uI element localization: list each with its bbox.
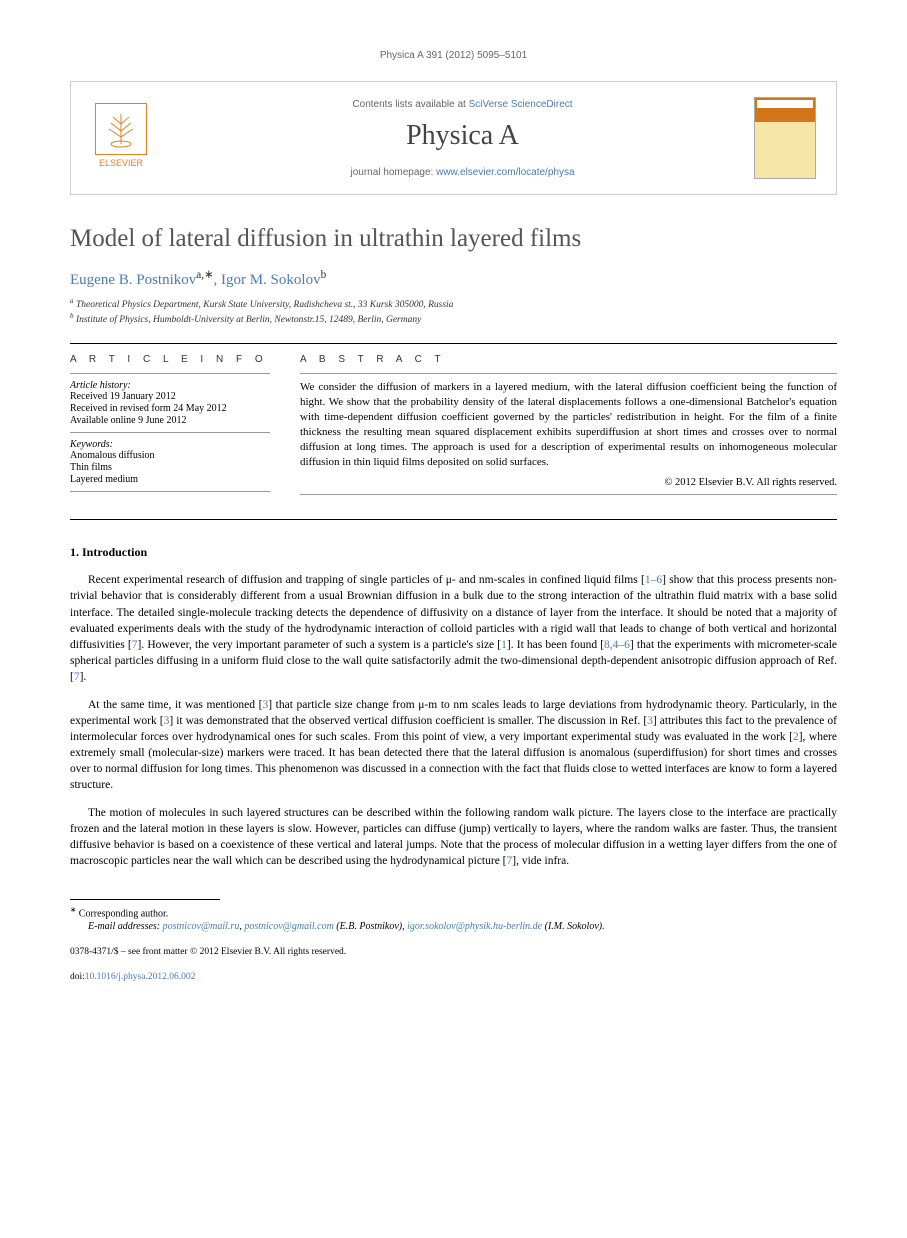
info-divider [70, 373, 270, 374]
email-link-2[interactable]: postnicov@gmail.com [244, 921, 333, 932]
online-date: Available online 9 June 2012 [70, 415, 270, 426]
elsevier-logo: ELSEVIER [91, 103, 151, 173]
email-author-2: (I.M. Sokolov). [542, 921, 604, 932]
footer-divider [70, 899, 220, 900]
emails-line: E-mail addresses: postnicov@mail.ru, pos… [70, 921, 837, 932]
corresponding-author: ∗ Corresponding author. [70, 905, 837, 919]
affiliation-1: a Theoretical Physics Department, Kursk … [70, 297, 837, 310]
journal-cover-thumbnail [754, 97, 816, 179]
article-title: Model of lateral diffusion in ultrathin … [70, 225, 837, 253]
email-author-1: (E.B. Postnikov), [334, 921, 407, 932]
author-2-sup: b [321, 269, 327, 281]
email-link-3[interactable]: igor.sokolov@physik.hu-berlin.de [407, 921, 542, 932]
author-link-1[interactable]: Eugene B. Postnikov [70, 272, 196, 288]
intro-para-1: Recent experimental research of diffusio… [70, 572, 837, 685]
affiliation-2: b Institute of Physics, Humboldt-Univers… [70, 312, 837, 325]
ref-link-8-4-6[interactable]: 8,4–6 [604, 639, 630, 651]
p3-a: The motion of molecules in such layered … [70, 807, 837, 867]
sciencedirect-link[interactable]: SciVerse ScienceDirect [469, 99, 573, 110]
doi-label: doi: [70, 972, 85, 982]
affil-text-1: Theoretical Physics Department, Kursk St… [76, 300, 454, 310]
p3-b: ], vide infra. [512, 855, 569, 867]
abstract-block: A B S T R A C T We consider the diffusio… [300, 354, 837, 501]
authors: Eugene B. Postnikova,∗, Igor M. Sokolovb [70, 268, 837, 289]
keywords-label: Keywords: [70, 439, 270, 450]
keyword-3: Layered medium [70, 474, 270, 485]
keyword-2: Thin films [70, 462, 270, 473]
info-divider-2 [70, 432, 270, 433]
contents-text: Contents lists available at [352, 99, 468, 110]
email-label: E-mail addresses: [88, 921, 163, 932]
received-date: Received 19 January 2012 [70, 391, 270, 402]
journal-banner: ELSEVIER Contents lists available at Sci… [70, 81, 837, 195]
p2-c: ] it was demonstrated that the observed … [169, 715, 647, 727]
affil-sup-2: b [70, 312, 74, 320]
email-link-1[interactable]: postnicov@mail.ru [163, 921, 240, 932]
abstract-text: We consider the diffusion of markers in … [300, 380, 837, 469]
header-citation: Physica A 391 (2012) 5095–5101 [70, 50, 837, 61]
history-label: Article history: [70, 380, 270, 391]
intro-para-3: The motion of molecules in such layered … [70, 805, 837, 869]
elsevier-text: ELSEVIER [99, 158, 143, 168]
abstract-divider [300, 373, 837, 374]
divider [70, 343, 837, 344]
homepage-link[interactable]: www.elsevier.com/locate/physa [436, 167, 574, 178]
affil-sup-1: a [70, 297, 74, 305]
homepage-text: journal homepage: [350, 167, 436, 178]
p1-d: ]. It has been found [ [507, 639, 604, 651]
p1-c: ]. However, the very important parameter… [137, 639, 501, 651]
revised-date: Received in revised form 24 May 2012 [70, 403, 270, 414]
keyword-1: Anomalous diffusion [70, 450, 270, 461]
article-info-block: A R T I C L E I N F O Article history: R… [70, 354, 270, 501]
info-divider-3 [70, 491, 270, 492]
affil-text-2: Institute of Physics, Humboldt-Universit… [76, 315, 421, 325]
homepage-line: journal homepage: www.elsevier.com/locat… [171, 167, 754, 178]
issn-line: 0378-4371/$ – see front matter © 2012 El… [70, 947, 837, 957]
divider-2 [70, 519, 837, 520]
elsevier-tree-icon [95, 103, 147, 155]
article-info-header: A R T I C L E I N F O [70, 354, 270, 365]
author-link-2[interactable]: , Igor M. Sokolov [213, 272, 320, 288]
abstract-divider-2 [300, 494, 837, 495]
p1-f: ]. [80, 671, 87, 683]
corresponding-text: Corresponding author. [79, 908, 168, 919]
ref-link-1-6[interactable]: 1–6 [645, 574, 662, 586]
copyright-line: © 2012 Elsevier B.V. All rights reserved… [300, 477, 837, 488]
p2-a: At the same time, it was mentioned [ [88, 699, 262, 711]
p1-a: Recent experimental research of diffusio… [88, 574, 645, 586]
contents-line: Contents lists available at SciVerse Sci… [171, 99, 754, 110]
author-1-sup: a,∗ [196, 269, 213, 281]
doi-link[interactable]: 10.1016/j.physa.2012.06.002 [85, 972, 196, 982]
section-1-title: 1. Introduction [70, 545, 837, 560]
doi-line: doi:10.1016/j.physa.2012.06.002 [70, 972, 837, 982]
abstract-header: A B S T R A C T [300, 354, 837, 365]
journal-name: Physica A [171, 120, 754, 152]
intro-para-2: At the same time, it was mentioned [3] t… [70, 697, 837, 794]
